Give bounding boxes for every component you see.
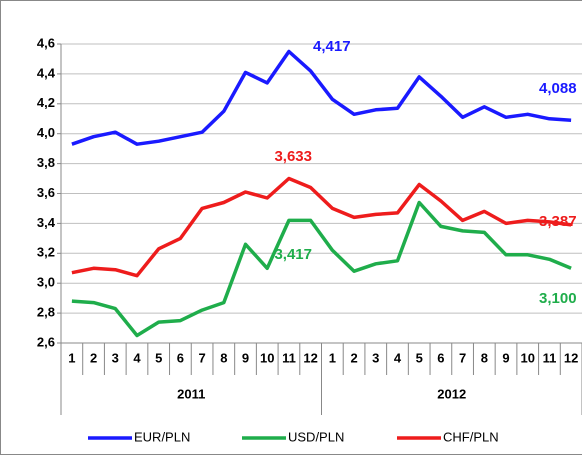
- series-line: [71, 200, 572, 338]
- x-tick-label: 3: [112, 350, 119, 365]
- x-tick-label: 7: [198, 350, 205, 365]
- legend-label: CHF/PLN: [443, 429, 499, 444]
- annotation: 3,100: [539, 290, 577, 307]
- x-tick-label: 2: [350, 350, 357, 365]
- legend-label: EUR/PLN: [134, 429, 190, 444]
- x-tick-label: 12: [303, 350, 317, 365]
- series-line: [71, 176, 572, 278]
- x-tick-label: 6: [437, 350, 444, 365]
- x-tick-label: 9: [502, 350, 509, 365]
- y-tick-label: 4,6: [37, 35, 55, 50]
- x-tick-label: 11: [543, 350, 557, 365]
- annotation: 3,633: [274, 148, 312, 165]
- x-tick-label: 5: [416, 350, 423, 365]
- y-tick-label: 2,8: [37, 305, 55, 320]
- x-tick-label: 12: [564, 350, 578, 365]
- x-tick-label: 4: [394, 350, 402, 365]
- x-tick-label: 10: [520, 350, 534, 365]
- x-tick-label: 8: [220, 350, 227, 365]
- y-tick-label: 3,4: [37, 215, 56, 230]
- annotation: 4,088: [539, 80, 577, 97]
- x-group-label: 2012: [437, 386, 466, 401]
- y-tick-label: 3,6: [37, 185, 55, 200]
- x-tick-label: 11: [282, 350, 296, 365]
- x-tick-label: 7: [459, 350, 466, 365]
- series-line: [71, 49, 572, 146]
- x-tick-label: 1: [68, 350, 75, 365]
- x-tick-label: 6: [177, 350, 184, 365]
- y-tick-label: 3,8: [37, 155, 55, 170]
- x-tick-label: 1: [329, 350, 336, 365]
- x-tick-label: 4: [133, 350, 141, 365]
- y-tick-label: 3,0: [37, 275, 55, 290]
- x-tick-label: 5: [155, 350, 162, 365]
- x-tick-label: 9: [242, 350, 249, 365]
- x-tick-label: 2: [90, 350, 97, 365]
- y-tick-label: 2,6: [37, 334, 55, 349]
- y-tick-label: 4,0: [37, 125, 55, 140]
- x-group-label: 2011: [177, 386, 205, 401]
- annotation: 4,417: [313, 38, 351, 55]
- x-tick-label: 3: [372, 350, 379, 365]
- y-tick-label: 4,2: [37, 95, 55, 110]
- legend-label: USD/PLN: [288, 429, 344, 444]
- y-tick-label: 3,2: [37, 245, 55, 260]
- y-tick-label: 4,4: [37, 65, 56, 80]
- annotation: 3,417: [274, 246, 312, 263]
- x-tick-label: 10: [260, 350, 274, 365]
- annotation: 3,387: [539, 213, 577, 230]
- x-tick-label: 8: [481, 350, 488, 365]
